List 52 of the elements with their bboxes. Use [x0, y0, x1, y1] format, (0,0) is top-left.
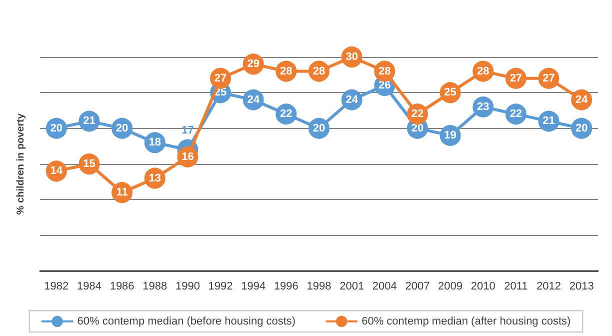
data-label: 22: [510, 108, 522, 120]
x-tick-label: 2004: [372, 280, 397, 292]
data-label: 26: [378, 80, 391, 92]
x-tick-label: 1984: [76, 280, 102, 292]
data-label: 16: [182, 150, 194, 163]
x-tick-label: 1992: [208, 280, 233, 292]
data-label: 25: [444, 86, 456, 99]
data-label: 21: [83, 115, 96, 128]
legend-label: 60% contemp median (before housing costs): [77, 315, 296, 328]
data-label: 18: [148, 136, 162, 149]
y-axis-title: % children in poverty: [16, 113, 26, 215]
data-label: 28: [378, 65, 391, 78]
x-tick-label: 2010: [470, 280, 496, 292]
x-tick-label: 1986: [110, 280, 134, 292]
x-tick-label: 2007: [405, 280, 430, 292]
x-tick-label: 2009: [438, 280, 463, 292]
data-label: 28: [312, 65, 326, 78]
data-label: 29: [247, 58, 260, 70]
data-label: 27: [510, 72, 522, 84]
data-label: 28: [280, 65, 292, 78]
x-tick-label: 2013: [569, 280, 594, 292]
data-label: 21: [542, 115, 555, 128]
data-label: 20: [411, 122, 424, 134]
x-tick-label: 2012: [536, 280, 562, 292]
data-label: 24: [575, 94, 589, 106]
data-label: 15: [83, 158, 96, 170]
data-label: 30: [346, 51, 358, 63]
legend-label: 60% contemp median (after housing costs): [362, 315, 571, 328]
data-label: 27: [214, 72, 227, 84]
data-label: 11: [116, 186, 128, 199]
data-label: 20: [116, 122, 128, 134]
data-label: 13: [148, 172, 162, 184]
data-label: 27: [542, 72, 555, 84]
data-label: 20: [312, 122, 326, 134]
data-label: 22: [411, 108, 424, 120]
x-tick-label: 1994: [241, 280, 266, 292]
data-label: 19: [444, 129, 456, 142]
x-tick-label: 1988: [142, 280, 168, 292]
x-tick-label: 1990: [175, 280, 200, 292]
data-label: 24: [346, 94, 359, 106]
data-label: 20: [50, 122, 63, 134]
x-tick-label: 1982: [44, 280, 69, 292]
x-tick-label: 2001: [340, 280, 364, 292]
data-label: 23: [476, 100, 490, 113]
data-label: 22: [280, 108, 292, 120]
data-label: 20: [575, 122, 588, 134]
x-tick-label: 1996: [274, 280, 298, 292]
x-tick-label: 2011: [504, 280, 528, 292]
data-label: 24: [247, 94, 260, 106]
x-tick-label: 1998: [306, 280, 332, 292]
data-label: 14: [50, 165, 64, 178]
data-label: 28: [476, 65, 490, 78]
